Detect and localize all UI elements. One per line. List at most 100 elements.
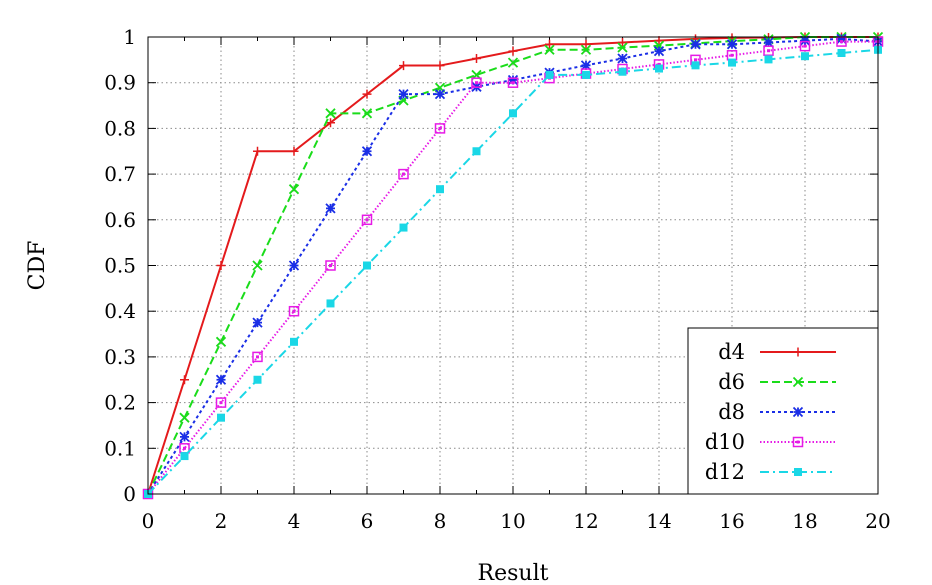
marker-star [215, 374, 227, 385]
marker-star [507, 74, 519, 86]
data-point [654, 36, 664, 46]
data-point [325, 203, 336, 214]
data-point [618, 37, 627, 47]
data-point [326, 299, 335, 308]
y-tick-label: 0.3 [104, 345, 136, 369]
y-tick-label: 0.5 [104, 254, 136, 278]
marker-square-open [252, 351, 263, 363]
legend-item-d4: d4 [718, 340, 836, 364]
marker-square-dot [796, 440, 800, 444]
data-point [361, 146, 373, 157]
data-point [398, 168, 409, 180]
data-point [728, 58, 736, 67]
x-tick-label: 6 [361, 509, 374, 533]
marker-cross [215, 336, 227, 347]
marker-plus [362, 89, 372, 99]
marker-star [653, 46, 665, 57]
marker-square-open [215, 397, 227, 408]
marker-star [434, 88, 446, 100]
marker-star [252, 317, 263, 328]
marker-square-dot [219, 401, 223, 405]
x-tick-label: 12 [573, 509, 598, 533]
data-point [507, 74, 519, 86]
legend-item-d6: d6 [718, 370, 836, 394]
legend-item-d10: d10 [705, 430, 836, 454]
data-point [799, 35, 811, 46]
marker-square-filled [545, 70, 554, 79]
marker-square-dot [694, 58, 697, 62]
y-tick-label: 0 [123, 482, 136, 506]
marker-square-dot [183, 446, 186, 450]
y-tick-label: 0.9 [104, 71, 136, 95]
data-point [290, 337, 298, 346]
marker-plus [793, 347, 803, 357]
marker-square-filled [764, 55, 773, 64]
marker-square-filled [253, 375, 262, 384]
marker-square-filled [180, 452, 189, 461]
marker-plus [216, 261, 226, 270]
marker-plus [472, 53, 481, 63]
data-point [325, 260, 336, 271]
x-tick-label: 14 [646, 509, 671, 533]
tick-labels: 0 2 4 6 8 10 12 14 16 18 20 0 0.1 0.2 0.3 0.4 0.5 0.6 0.7 0… [104, 25, 891, 533]
data-point [837, 48, 846, 57]
data-point [792, 436, 804, 448]
y-tick-label: 0.2 [104, 391, 136, 415]
data-point [398, 88, 409, 100]
marker-star [361, 146, 373, 157]
data-point [799, 40, 811, 52]
legend-item-d8: d8 [718, 400, 836, 424]
marker-star [726, 39, 738, 50]
marker-plus [435, 61, 445, 71]
y-tick-label: 0.7 [104, 162, 136, 186]
marker-square-filled [363, 261, 371, 270]
data-point [179, 431, 190, 443]
data-point [252, 317, 263, 328]
data-point [326, 118, 335, 128]
data-point [617, 42, 628, 53]
marker-square-filled [326, 299, 335, 308]
marker-star [792, 406, 804, 418]
marker-square-dot [657, 62, 661, 66]
data-point [179, 412, 190, 423]
data-point [509, 109, 517, 118]
data-point [507, 77, 519, 88]
marker-cross [617, 42, 628, 53]
marker-cross [252, 260, 263, 271]
marker-square-dot [840, 40, 843, 44]
data-point [507, 57, 519, 68]
marker-star [799, 35, 811, 46]
marker-cross [288, 184, 300, 195]
data-point [180, 375, 189, 385]
marker-plus [399, 61, 408, 71]
marker-plus [253, 146, 262, 156]
data-point [399, 223, 408, 232]
data-point [580, 60, 592, 71]
data-point [217, 413, 225, 422]
data-point [801, 52, 809, 61]
data-point [216, 261, 226, 270]
data-point [581, 39, 591, 49]
data-point [253, 375, 262, 384]
data-point [764, 55, 773, 64]
marker-square-filled [728, 58, 736, 67]
marker-square-dot [730, 53, 734, 57]
legend: d4 d6 d8 d10 d12 [687, 327, 879, 495]
x-tick-label: 2 [215, 509, 228, 533]
data-point [289, 146, 299, 156]
marker-square-filled [436, 185, 444, 194]
marker-plus [508, 46, 518, 56]
marker-plus [581, 39, 591, 49]
marker-cross [580, 44, 592, 55]
y-tick-label: 1 [123, 25, 136, 49]
data-point [582, 70, 590, 79]
data-point [763, 37, 774, 48]
x-axis-title: Result [478, 561, 549, 585]
data-point [617, 53, 628, 64]
marker-square-open [434, 123, 446, 134]
marker-square-filled [837, 48, 846, 57]
marker-square-open [288, 305, 300, 317]
data-point [690, 39, 701, 50]
marker-star [325, 203, 336, 214]
